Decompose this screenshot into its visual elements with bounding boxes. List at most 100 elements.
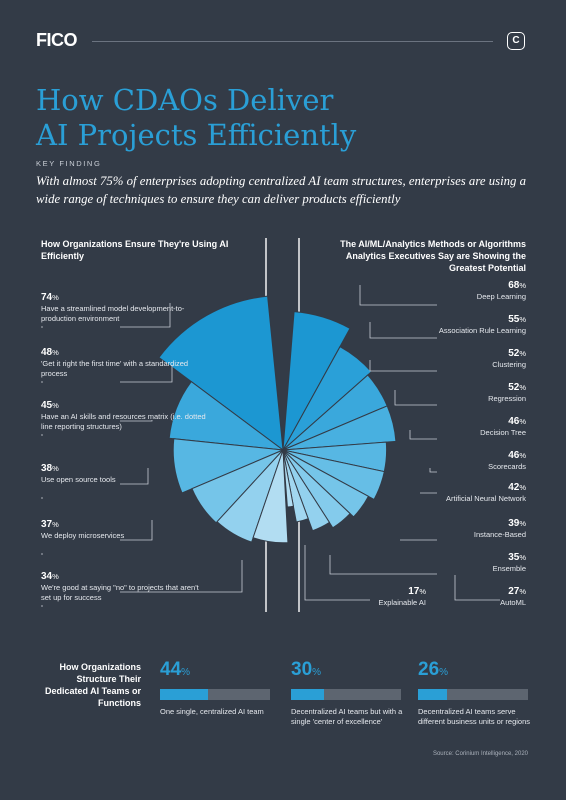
- value-label: 52%: [508, 348, 526, 359]
- right-label-decision-tree: 46% Decision Tree: [416, 415, 526, 438]
- left-leader-1: [120, 365, 173, 383]
- fico-logo: FICO: [36, 30, 78, 50]
- right-wedge-association-rule-learning: [282, 346, 373, 451]
- value-label: 34%: [41, 571, 59, 582]
- stat-bar: [418, 689, 528, 700]
- right-leader-10: [304, 545, 370, 601]
- right-wedge-deep-learning: [282, 311, 351, 451]
- left-label-we-re-good-at-saying-no-to-projects-that: 34% We're good at saying "no" to projects…: [41, 570, 206, 602]
- left-leader-5: [120, 560, 243, 593]
- left-leader-2: [120, 420, 153, 422]
- stat-bar: [160, 689, 270, 700]
- value-label: 38%: [41, 463, 59, 474]
- category-label: Explainable AI: [378, 598, 426, 607]
- value-label: 45%: [41, 400, 59, 411]
- category-label: AutoML: [500, 598, 526, 607]
- left-chart-title: How Organizations Ensure They're Using A…: [41, 239, 229, 261]
- right-leader-0: [359, 285, 437, 306]
- left-label-we-deploy-microservices: 37% We deploy microservices: [41, 518, 206, 541]
- key-finding-text: With almost 75% of enterprises adopting …: [36, 174, 527, 206]
- category-label: We're good at saying "no" to projects th…: [41, 583, 199, 602]
- stat-bar-fill: [418, 689, 447, 700]
- right-label-association-rule-learning: 55% Association Rule Learning: [416, 313, 526, 336]
- left-wedge-we-re-good-at-saying-no-to-projects-that: [252, 449, 289, 544]
- category-label: Scorecards: [488, 462, 526, 471]
- left-label-use-open-source-tools: 38% Use open source tools: [41, 462, 206, 485]
- right-label-deep-learning: 68% Deep Learning: [416, 279, 526, 302]
- value-label: 55%: [508, 314, 526, 325]
- value-label: 68%: [508, 280, 526, 291]
- stat-value: 44%: [160, 659, 191, 680]
- category-label: We deploy microservices: [41, 531, 125, 540]
- stat-value: 26%: [418, 659, 449, 680]
- left-label-get-it-right-the-first-time-with-a-stand: 48% 'Get it right the first time' with a …: [41, 346, 206, 378]
- value-label: 17%: [408, 586, 426, 597]
- right-leader-2: [369, 360, 437, 372]
- value-label: 42%: [508, 482, 526, 493]
- right-label-scorecards: 46% Scorecards: [416, 449, 526, 472]
- right-wedge-regression: [282, 405, 397, 451]
- right-leader-9: [454, 575, 500, 601]
- value-label: 74%: [41, 292, 59, 303]
- key-finding-label: KEY FINDING: [36, 159, 102, 168]
- right-wedge-explainable-ai: [282, 449, 294, 508]
- category-label: Use open source tools: [41, 475, 116, 484]
- category-label: Deep Learning: [476, 292, 526, 301]
- left-leader-0: [120, 303, 171, 328]
- value-label: 48%: [41, 347, 59, 358]
- right-wedge-instance-based: [282, 449, 351, 529]
- left-wedge-have-a-streamlined-model-development-to-: [158, 295, 284, 452]
- right-leader-4: [409, 430, 437, 440]
- page-title: How CDAOs Deliver AI Projects Efficientl…: [36, 83, 357, 152]
- right-leader-5: [429, 468, 437, 473]
- category-label: Association Rule Learning: [438, 326, 526, 335]
- right-leader-3: [394, 390, 437, 406]
- right-label-clustering: 52% Clustering: [416, 347, 526, 370]
- value-label: 39%: [508, 518, 526, 529]
- category-label: Ensemble: [492, 564, 526, 573]
- value-label: 46%: [508, 450, 526, 461]
- right-label-artificial-neural-network: 42% Artificial Neural Network: [416, 481, 526, 504]
- header-divider: [92, 41, 493, 42]
- category-label: Clustering: [492, 360, 526, 369]
- left-leader-3: [120, 468, 149, 485]
- category-label: Have a streamlined model development-to-…: [41, 304, 185, 323]
- right-leader-8: [329, 555, 437, 575]
- stat-bar-fill: [160, 689, 209, 700]
- fico-c-icon: C: [507, 32, 525, 50]
- stat-decentralized-ai-teams-serve-different-b: 26% Decentralized AI teams serve differen…: [418, 658, 530, 726]
- bottom-chart-title: How Organizations Structure Their Dedica…: [44, 662, 141, 708]
- right-wedge-scorecards: [282, 449, 385, 501]
- right-wedge-artificial-neural-network: [282, 449, 370, 518]
- value-label: 46%: [508, 416, 526, 427]
- value-label: 37%: [41, 519, 59, 530]
- value-label: 27%: [508, 586, 526, 597]
- stat-decentralized-ai-teams-but-with-a-single: 30% Decentralized AI teams but with a sin…: [291, 658, 403, 726]
- stat-one-single-centralized-ai-team: 44% One single, centralized AI team: [160, 658, 272, 717]
- right-leader-1: [369, 322, 437, 339]
- category-label: Artificial Neural Network: [445, 494, 526, 503]
- left-label-have-a-streamlined-model-development-to-: 74% Have a streamlined model development-…: [41, 291, 206, 323]
- stat-bar: [291, 689, 401, 700]
- stat-bar-fill: [291, 689, 324, 700]
- stat-description: One single, centralized AI team: [160, 707, 264, 716]
- left-wedge-get-it-right-the-first-time-with-a-stand: [168, 380, 285, 451]
- left-wedge-we-deploy-microservices: [216, 449, 284, 543]
- right-label-ensemble: 35% Ensemble: [416, 551, 526, 574]
- category-label: 'Get it right the first time' with a sta…: [41, 359, 189, 378]
- stat-description: Decentralized AI teams serve different b…: [418, 707, 531, 726]
- category-label: Instance-Based: [473, 530, 526, 539]
- category-label: Regression: [488, 394, 526, 403]
- right-chart-title: The AI/ML/Analytics Methods or Algorithm…: [340, 239, 526, 273]
- value-label: 52%: [508, 382, 526, 393]
- stat-value: 30%: [291, 659, 322, 680]
- left-wedge-have-an-ai-skills-and-resources-matrix-i: [172, 438, 284, 494]
- right-label-automl: 27% AutoML: [416, 585, 526, 608]
- right-label-explainable-ai: 17% Explainable AI: [300, 585, 426, 608]
- right-wedge-automl: [282, 449, 309, 523]
- stat-description: Decentralized AI teams but with a single…: [291, 707, 403, 726]
- left-leader-4: [120, 520, 153, 541]
- category-label: Decision Tree: [480, 428, 526, 437]
- left-wedge-use-open-source-tools: [191, 449, 284, 524]
